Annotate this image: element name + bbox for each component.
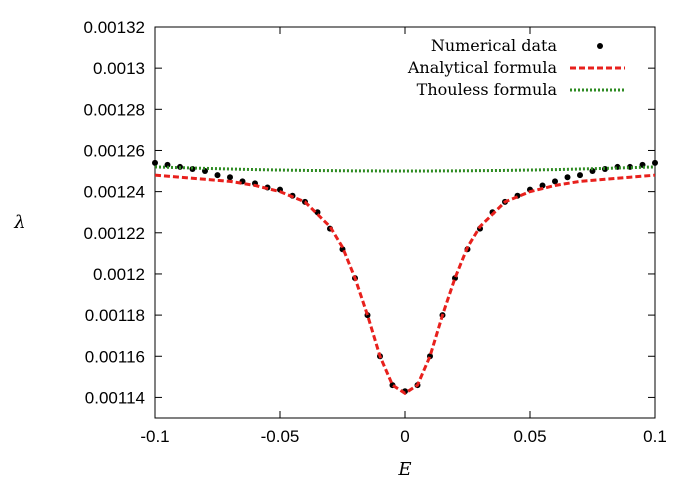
series-layer bbox=[152, 159, 658, 396]
data-point bbox=[564, 174, 571, 181]
x-tick-label: -0.05 bbox=[261, 427, 300, 446]
data-point bbox=[577, 172, 583, 179]
legend-label: Analytical formula bbox=[407, 58, 558, 77]
x-tick-label: -0.1 bbox=[140, 427, 169, 446]
legend: Numerical data Analytical formula Thouless… bbox=[407, 36, 625, 99]
data-point bbox=[227, 174, 233, 181]
data-point bbox=[152, 159, 158, 166]
data-point bbox=[552, 178, 558, 185]
y-tick-label: 0.00122 bbox=[84, 224, 145, 243]
y-tick-label: 0.00116 bbox=[85, 347, 145, 366]
y-tick-label: 0.00114 bbox=[85, 388, 145, 407]
x-axis-label: E bbox=[397, 459, 411, 480]
legend-label: Thouless formula bbox=[417, 80, 558, 99]
x-tick-label: 0.1 bbox=[643, 427, 667, 446]
y-tick-label: 0.0013 bbox=[93, 59, 145, 78]
series-line bbox=[154, 165, 656, 173]
ticks: -0.1 -0.05 0 0.05 0.1 0.00114 0.00116 0.00118 0.… bbox=[84, 18, 667, 446]
x-tick-label: 0 bbox=[400, 427, 409, 446]
data-point bbox=[214, 172, 221, 179]
data-point bbox=[652, 159, 658, 166]
y-tick-label: 0.00124 bbox=[84, 183, 145, 202]
y-axis-label: λ bbox=[13, 212, 25, 233]
legend-label: Numerical data bbox=[431, 36, 558, 55]
series-line bbox=[154, 173, 656, 396]
x-tick-label: 0.05 bbox=[513, 427, 546, 446]
y-tick-label: 0.00118 bbox=[85, 306, 145, 325]
data-point bbox=[539, 182, 546, 189]
y-tick-label: 0.00126 bbox=[84, 141, 145, 160]
plot-frame bbox=[154, 26, 656, 419]
y-tick-label: 0.00128 bbox=[84, 100, 145, 119]
legend-marker bbox=[597, 43, 603, 49]
y-tick-label: 0.0012 bbox=[93, 265, 145, 284]
y-tick-label: 0.00132 bbox=[84, 18, 145, 37]
